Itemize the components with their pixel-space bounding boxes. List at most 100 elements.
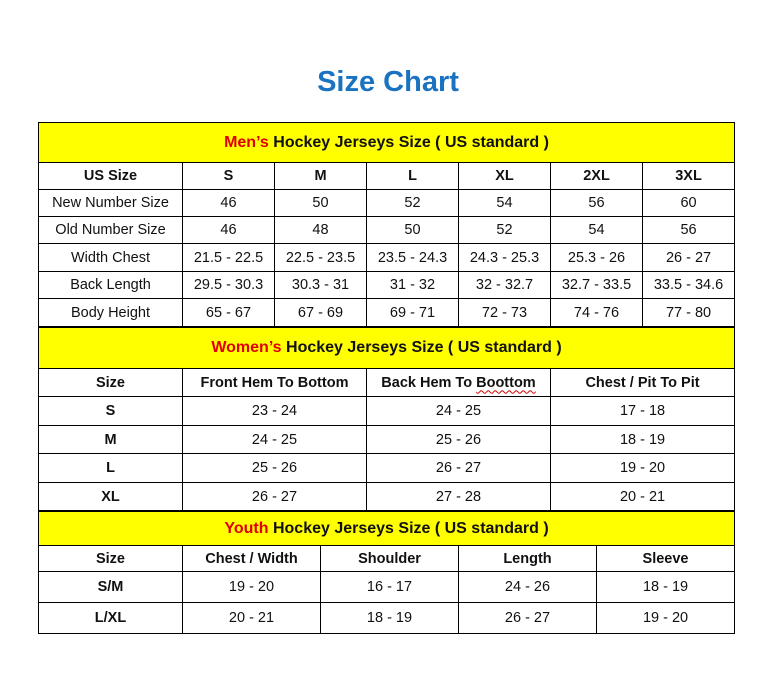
table-cell: 54 [458,189,551,217]
table-cell: 26 - 27 [366,453,551,483]
table-row: S 23 - 24 24 - 25 17 - 18 [38,396,736,426]
table-row: Body Height 65 - 67 67 - 69 69 - 71 72 - 73 7… [38,298,736,327]
column-header: M [274,162,367,190]
table-cell: 33.5 - 34.6 [641,271,736,299]
table-cell: 19 - 20 [595,602,736,634]
table-cell: 48 [274,216,367,244]
men-size-table: Men’s Hockey Jerseys Size ( US standard … [37,122,736,327]
table-row: New Number Size 46 50 52 54 56 60 [38,189,736,217]
table-cell: 30.3 - 31 [274,271,367,299]
column-header: 3XL [641,162,736,190]
table-cell: 19 - 20 [182,571,321,603]
column-header: US Size [38,162,183,190]
women-column-headers: Size Front Hem To Bottom Back Hem To Boott… [38,368,736,397]
table-row: Back Length 29.5 - 30.3 30.3 - 31 31 - 32 32… [38,271,736,299]
column-header: Chest / Width [182,545,321,572]
table-cell: 18 - 19 [595,571,736,603]
table-cell: 18 - 19 [320,602,459,634]
table-cell: 69 - 71 [366,298,459,327]
table-cell: 17 - 18 [549,396,736,426]
table-cell: 26 - 27 [641,243,736,272]
row-label: Body Height [38,298,183,327]
page-title: Size Chart [317,66,459,98]
table-cell: 50 [274,189,367,217]
table-row: S/M 19 - 20 16 - 17 24 - 26 18 - 19 [38,571,736,603]
table-cell: 24 - 25 [182,425,367,454]
row-label: XL [38,482,183,511]
table-cell: 26 - 27 [458,602,597,634]
column-header: S [182,162,275,190]
table-cell: 25 - 26 [366,425,551,454]
table-cell: 46 [182,216,275,244]
column-header: Shoulder [320,545,459,572]
row-label: M [38,425,183,454]
table-cell: 21.5 - 22.5 [182,243,275,272]
table-cell: 46 [182,189,275,217]
table-cell: 24 - 26 [458,571,597,603]
table-cell: 19 - 20 [549,453,736,483]
table-row: L 25 - 26 26 - 27 19 - 20 [38,453,736,483]
table-cell: 50 [366,216,459,244]
table-cell: 77 - 80 [641,298,736,327]
table-cell: 24.3 - 25.3 [458,243,551,272]
table-cell: 20 - 21 [182,602,321,634]
women-size-table: Women’s Hockey Jerseys Size ( US standar… [37,327,736,511]
table-cell: 72 - 73 [458,298,551,327]
table-cell: 23.5 - 24.3 [366,243,459,272]
table-row: M 24 - 25 25 - 26 18 - 19 [38,425,736,454]
size-chart: Men’s Hockey Jerseys Size ( US standard … [37,122,736,634]
youth-section-header: Youth Hockey Jerseys Size ( US standard … [37,511,736,546]
table-cell: 29.5 - 30.3 [182,271,275,299]
table-cell: 31 - 32 [366,271,459,299]
row-label: Old Number Size [38,216,183,244]
row-label: Width Chest [38,243,183,272]
table-cell: 23 - 24 [182,396,367,426]
youth-label: Youth [224,519,269,537]
youth-column-headers: Size Chest / Width Shoulder Length Sleeve [38,545,736,572]
youth-size-table: Youth Hockey Jerseys Size ( US standard … [37,511,736,634]
table-cell: 32.7 - 33.5 [550,271,643,299]
men-label: Men’s [224,133,269,151]
table-cell: 27 - 28 [366,482,551,511]
table-cell: 56 [641,216,736,244]
men-section-header: Men’s Hockey Jerseys Size ( US standard … [37,122,736,163]
misspelled-word: Boottom [476,374,536,391]
row-label: L/XL [38,602,183,634]
row-label: S/M [38,571,183,603]
column-header: Sleeve [595,545,736,572]
column-header: 2XL [550,162,643,190]
table-cell: 67 - 69 [274,298,367,327]
column-header: Size [38,368,183,397]
table-cell: 54 [550,216,643,244]
table-cell: 22.5 - 23.5 [274,243,367,272]
table-cell: 52 [458,216,551,244]
row-label: S [38,396,183,426]
table-cell: 32 - 32.7 [458,271,551,299]
women-section-header: Women’s Hockey Jerseys Size ( US standar… [37,327,736,369]
table-cell: 20 - 21 [549,482,736,511]
column-header: Length [458,545,597,572]
table-cell: 65 - 67 [182,298,275,327]
table-cell: 26 - 27 [182,482,367,511]
row-label: L [38,453,183,483]
table-cell: 52 [366,189,459,217]
row-label: New Number Size [38,189,183,217]
column-header: L [366,162,459,190]
men-section-title: Hockey Jerseys Size ( US standard ) [268,133,549,151]
table-row: Width Chest 21.5 - 22.5 22.5 - 23.5 23.5 - … [38,243,736,272]
table-cell: 24 - 25 [366,396,551,426]
column-header: Back Hem To Boottom [366,368,551,397]
header-text: Back Hem To Boottom [381,374,536,391]
table-cell: 60 [641,189,736,217]
table-row: XL 26 - 27 27 - 28 20 - 21 [38,482,736,511]
women-section-title: Hockey Jerseys Size ( US standard ) [281,339,562,356]
men-column-headers: US Size S M L XL 2XL 3XL [38,162,736,190]
column-header: Chest / Pit To Pit [549,368,736,397]
table-cell: 16 - 17 [320,571,459,603]
table-cell: 74 - 76 [550,298,643,327]
column-header: Size [38,545,183,572]
table-row: L/XL 20 - 21 18 - 19 26 - 27 19 - 20 [38,602,736,634]
women-label: Women’s [211,339,282,356]
table-row: Old Number Size 46 48 50 52 54 56 [38,216,736,244]
table-cell: 18 - 19 [549,425,736,454]
